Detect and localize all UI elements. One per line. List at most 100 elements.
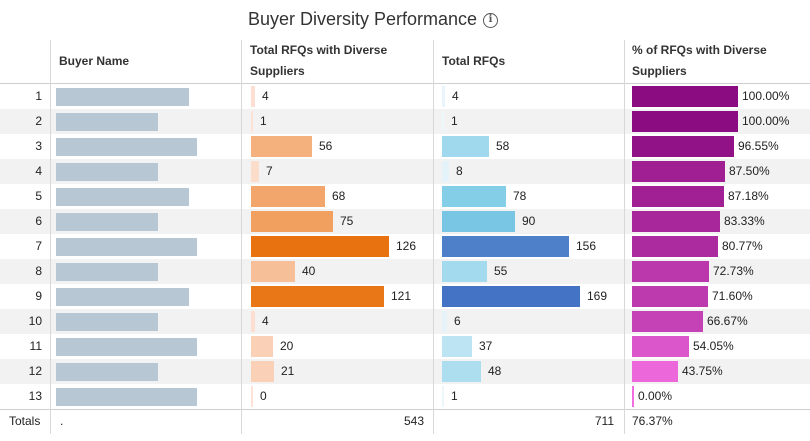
total-rfqs-label: 90 [522,214,536,228]
header-buyer-name[interactable]: Buyer Name [59,54,130,68]
diverse-rfqs-label: 7 [266,164,273,178]
diverse-rfqs-label: 4 [262,314,269,328]
total-rfqs-bar [442,136,489,157]
diverse-rfqs-label: 20 [280,339,294,353]
info-icon[interactable]: i [483,13,498,28]
diverse-rfqs-bar [251,361,274,382]
table-row[interactable]: 3 56 58 96.55% [0,134,810,159]
diverse-rfqs-label: 75 [340,214,354,228]
pct-diverse-label: 66.67% [707,314,748,328]
totals-label: Totals [9,414,41,428]
buyer-name-redacted [56,113,158,131]
total-rfqs-bar [442,386,444,407]
diverse-rfqs-label: 68 [332,189,346,203]
row-number: 9 [35,289,42,303]
table-row[interactable]: 5 68 78 87.18% [0,184,810,209]
table-row[interactable]: 1 4 4 100.00% [0,84,810,109]
col-divider-3 [433,40,434,434]
total-rfqs-bar [442,361,481,382]
table-row[interactable]: 12 21 48 43.75% [0,359,810,384]
header-diverse-rfqs[interactable]: Total RFQs with Diverse Suppliers [250,43,388,78]
header-total-rfqs[interactable]: Total RFQs [442,54,506,68]
total-rfqs-bar [442,161,449,182]
row-number: 7 [35,239,42,253]
totals-diverse-rfqs: 543 [403,414,424,428]
row-number: 6 [35,214,42,228]
pct-diverse-label: 87.18% [728,189,769,203]
table-row[interactable]: 10 4 6 66.67% [0,309,810,334]
pct-diverse-bar [632,286,708,307]
pct-diverse-bar [632,261,709,282]
total-rfqs-bar [442,186,506,207]
table-row[interactable]: 11 20 37 54.05% [0,334,810,359]
diverse-rfqs-bar [251,161,259,182]
pct-diverse-bar [632,386,634,407]
totals-pct-diverse: 76.37% [632,414,673,428]
pct-diverse-label: 96.55% [738,139,779,153]
diverse-rfqs-bar [251,111,253,132]
diverse-rfqs-label: 40 [302,264,316,278]
pct-diverse-bar [632,86,738,107]
total-rfqs-label: 8 [456,164,463,178]
buyer-name-redacted [56,363,158,381]
totals-divider [0,409,810,410]
diverse-rfqs-label: 126 [396,239,417,253]
pct-diverse-bar [632,311,703,332]
chart-title-area: Buyer Diversity Performance i [0,9,810,33]
total-rfqs-label: 37 [479,339,493,353]
total-rfqs-label: 6 [454,314,461,328]
diverse-rfqs-bar [251,211,333,232]
pct-diverse-bar [632,211,720,232]
total-rfqs-bar [442,261,487,282]
buyer-name-redacted [56,188,189,206]
buyer-name-redacted [56,338,197,356]
row-number: 8 [35,264,42,278]
pct-diverse-label: 100.00% [742,114,790,128]
buyer-name-redacted [56,88,189,106]
pct-diverse-label: 100.00% [742,89,790,103]
table-row[interactable]: 2 1 1 100.00% [0,109,810,134]
row-number: 11 [29,339,42,353]
diverse-rfqs-label: 4 [262,89,269,103]
col-divider-1 [50,40,51,434]
buyer-name-redacted [56,263,158,281]
diverse-rfqs-label: 56 [319,139,333,153]
row-number: 12 [28,364,42,378]
pct-diverse-bar [632,236,718,257]
total-rfqs-bar [442,211,515,232]
diverse-rfqs-bar [251,136,312,157]
total-rfqs-bar [442,336,472,357]
total-rfqs-label: 55 [494,264,508,278]
totals-total-rfqs: 711 [594,414,614,428]
total-rfqs-bar [442,111,444,132]
table-row[interactable]: 6 75 90 83.33% [0,209,810,234]
pct-diverse-label: 54.05% [693,339,734,353]
total-rfqs-label: 169 [587,289,608,303]
total-rfqs-label: 156 [576,239,597,253]
total-rfqs-bar [442,86,445,107]
table-row[interactable]: 13 0 1 0.00% [0,384,810,409]
totals-buyer: . [60,414,64,428]
table-row[interactable]: 9 121 169 71.60% [0,284,810,309]
table-row[interactable]: 4 7 8 87.50% [0,159,810,184]
buyer-name-redacted [56,163,158,181]
row-number: 3 [35,139,42,153]
diverse-rfqs-bar [251,336,273,357]
pct-diverse-label: 87.50% [729,164,770,178]
table-row[interactable]: 7 126 156 80.77% [0,234,810,259]
pct-diverse-bar [632,186,724,207]
col-divider-2 [241,40,242,434]
diverse-rfqs-label: 0 [260,389,267,403]
diverse-rfqs-bar [251,386,253,407]
total-rfqs-bar [442,236,569,257]
diverse-rfqs-label: 21 [281,364,295,378]
buyer-name-redacted [56,238,197,256]
buyer-name-redacted [56,288,189,306]
buyer-name-redacted [56,138,197,156]
pct-diverse-label: 83.33% [724,214,765,228]
diverse-rfqs-bar [251,236,389,257]
table-row[interactable]: 8 40 55 72.73% [0,259,810,284]
header-pct-diverse[interactable]: % of RFQs with Diverse Suppliers [632,43,767,78]
total-rfqs-label: 1 [451,114,458,128]
header-divider [0,83,810,84]
